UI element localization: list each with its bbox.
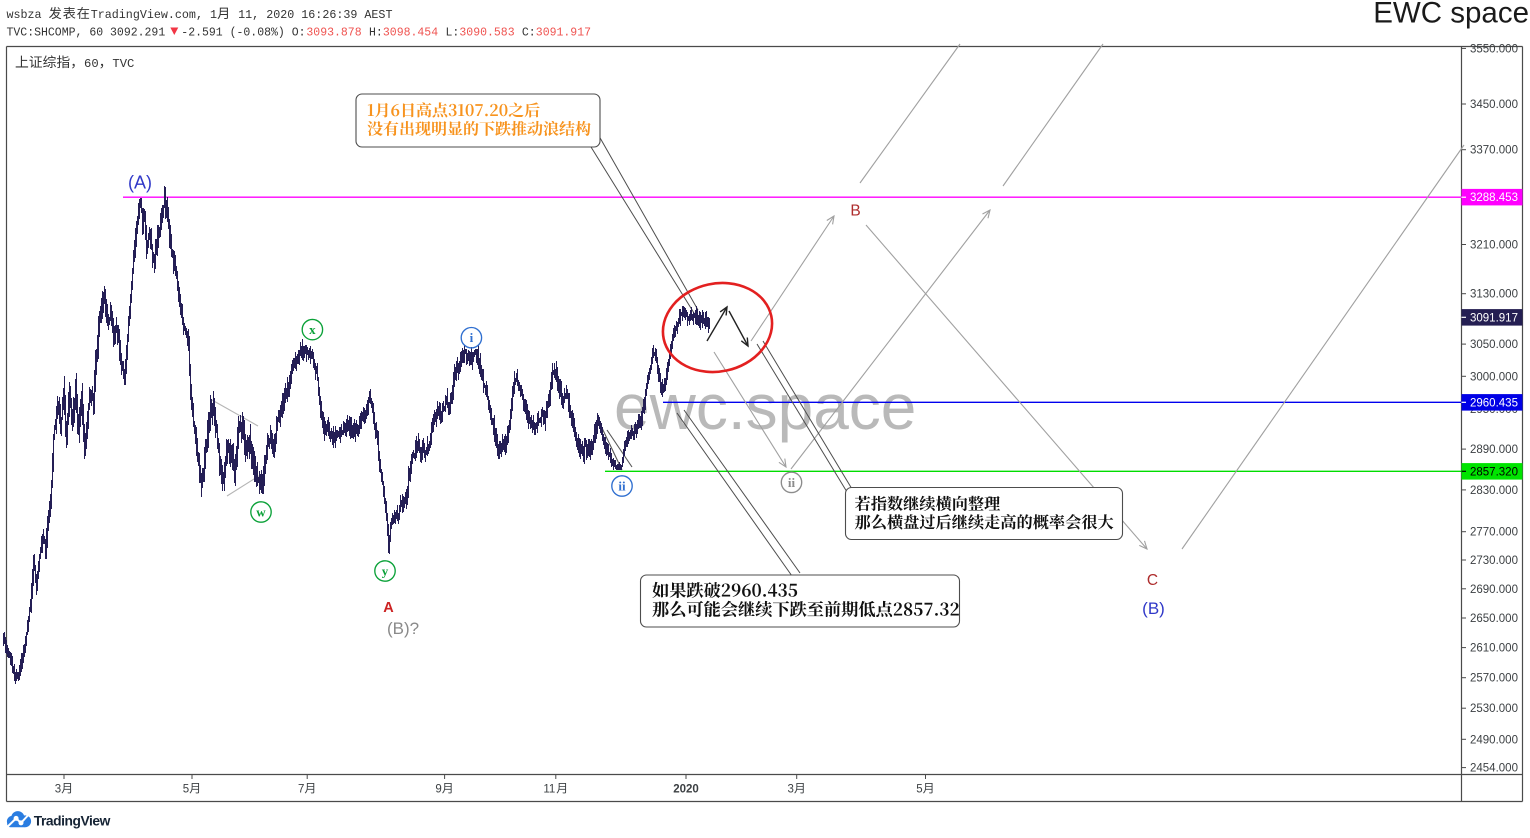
svg-text:3288.453: 3288.453 xyxy=(1470,192,1518,204)
svg-text:3: 3 xyxy=(55,784,61,796)
svg-text:3093.878: 3093.878 xyxy=(306,27,361,40)
svg-text:3091.917: 3091.917 xyxy=(536,27,591,40)
svg-text:B: B xyxy=(850,203,860,220)
svg-text:2570.000: 2570.000 xyxy=(1470,673,1518,685)
svg-text:2770.000: 2770.000 xyxy=(1470,527,1518,539)
svg-text:C: C xyxy=(1147,572,1158,589)
svg-text:-2.591 (-0.08%) O:: -2.591 (-0.08%) O: xyxy=(181,27,305,40)
svg-text:7: 7 xyxy=(298,784,304,796)
svg-text:ii: ii xyxy=(618,479,626,494)
svg-text:2530.000: 2530.000 xyxy=(1470,703,1518,715)
svg-text:wsbza: wsbza xyxy=(7,8,42,22)
svg-text:9: 9 xyxy=(435,784,441,796)
svg-text:2960.435: 2960.435 xyxy=(1470,397,1518,409)
svg-text:C:: C: xyxy=(522,27,536,40)
svg-text:2650.000: 2650.000 xyxy=(1470,613,1518,625)
svg-text:3090.583: 3090.583 xyxy=(459,27,514,40)
svg-text:(B)?: (B)? xyxy=(387,619,419,638)
svg-text:3: 3 xyxy=(788,784,794,796)
svg-text:H:: H: xyxy=(369,27,383,40)
svg-text:A: A xyxy=(383,600,394,616)
svg-text:3370.000: 3370.000 xyxy=(1470,145,1518,157)
svg-text:2830.000: 2830.000 xyxy=(1470,485,1518,497)
svg-text:3098.454: 3098.454 xyxy=(383,27,438,40)
svg-text:y: y xyxy=(382,564,389,579)
svg-text:3550.000: 3550.000 xyxy=(1470,43,1518,55)
svg-text:3210.000: 3210.000 xyxy=(1470,240,1518,252)
svg-text:TVC:SHCOMP, 60 3092.291: TVC:SHCOMP, 60 3092.291 xyxy=(7,27,166,40)
svg-text:2690.000: 2690.000 xyxy=(1470,584,1518,596)
svg-text:2857.320: 2857.320 xyxy=(1470,466,1518,478)
svg-text:3450.000: 3450.000 xyxy=(1470,99,1518,111)
svg-text:11, 2020 16:26:39 AEST: 11, 2020 16:26:39 AEST xyxy=(238,8,392,22)
svg-text:3050.000: 3050.000 xyxy=(1470,339,1518,351)
svg-text:3000.000: 3000.000 xyxy=(1470,371,1518,383)
svg-text:(B): (B) xyxy=(1142,599,1165,618)
svg-text:(A): (A) xyxy=(128,173,152,193)
svg-text:EWC space: EWC space xyxy=(1373,0,1529,30)
svg-text:TradingView.com, 1: TradingView.com, 1 xyxy=(91,8,217,22)
svg-text:60: 60 xyxy=(84,57,99,71)
svg-text:2020: 2020 xyxy=(673,784,699,796)
svg-text:3091.917: 3091.917 xyxy=(1470,312,1518,324)
svg-text:2610.000: 2610.000 xyxy=(1470,643,1518,655)
svg-text:2890.000: 2890.000 xyxy=(1470,444,1518,456)
svg-text:2490.000: 2490.000 xyxy=(1470,734,1518,746)
svg-text:TVC: TVC xyxy=(112,57,134,71)
svg-text:x: x xyxy=(309,322,316,337)
svg-text:2454.000: 2454.000 xyxy=(1470,763,1518,775)
svg-text:L:: L: xyxy=(446,27,460,40)
svg-text:ii: ii xyxy=(788,475,796,490)
svg-text:w: w xyxy=(256,505,266,520)
svg-text:11: 11 xyxy=(543,784,555,796)
svg-text:2730.000: 2730.000 xyxy=(1470,555,1518,567)
svg-text:3130.000: 3130.000 xyxy=(1470,289,1518,301)
svg-text:5: 5 xyxy=(183,784,189,796)
svg-text:i: i xyxy=(470,330,474,345)
svg-text:TradingView: TradingView xyxy=(34,814,111,829)
svg-text:5: 5 xyxy=(916,784,922,796)
